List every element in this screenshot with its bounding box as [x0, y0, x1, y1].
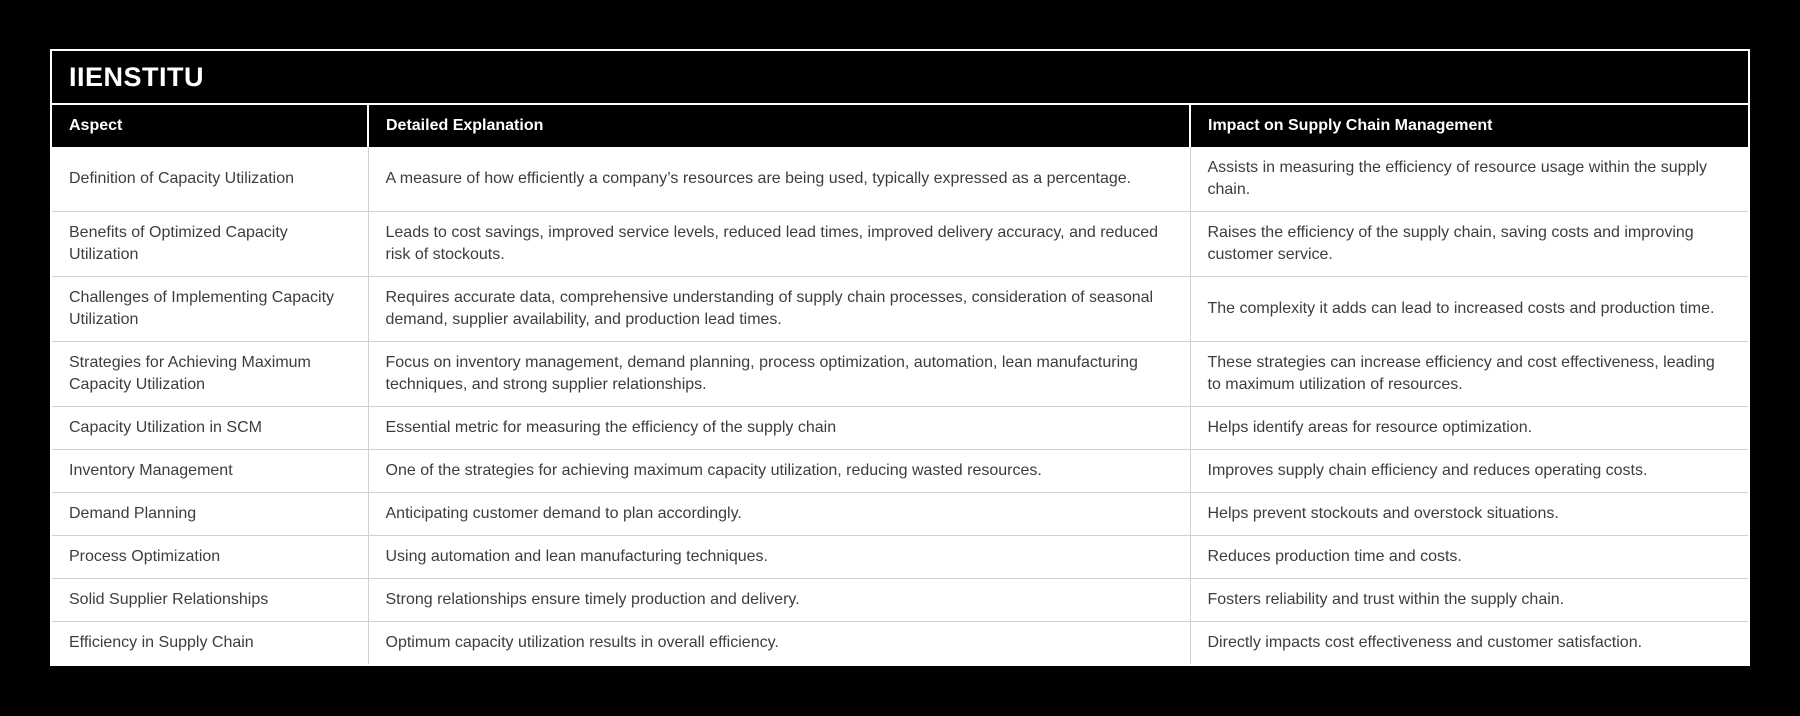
table-row: Solid Supplier Relationships Strong relat… [52, 578, 1748, 622]
capacity-utilization-table: Aspect Detailed Explanation Impact on Su… [52, 105, 1748, 664]
table-row: Demand Planning Anticipating customer dem… [52, 492, 1748, 536]
page-title: IIENSTITU [52, 51, 1748, 105]
cell-explanation: One of the strategies for achieving maxi… [368, 449, 1191, 493]
cell-impact: Helps prevent stockouts and overstock si… [1190, 492, 1748, 536]
cell-impact: The complexity it adds can lead to incre… [1190, 276, 1748, 342]
column-header-impact: Impact on Supply Chain Management [1190, 105, 1748, 147]
column-header-detailed-explanation: Detailed Explanation [368, 105, 1191, 147]
table-row: Challenges of Implementing Capacity Util… [52, 276, 1748, 342]
cell-aspect: Benefits of Optimized Capacity Utilizati… [52, 211, 369, 277]
cell-impact: Improves supply chain efficiency and red… [1190, 449, 1748, 493]
cell-explanation: Optimum capacity utilization results in … [368, 621, 1191, 664]
cell-impact: These strategies can increase efficiency… [1190, 341, 1748, 407]
cell-impact: Raises the efficiency of the supply chai… [1190, 211, 1748, 277]
cell-impact: Reduces production time and costs. [1190, 535, 1748, 579]
cell-aspect: Solid Supplier Relationships [52, 578, 369, 622]
cell-aspect: Definition of Capacity Utilization [52, 147, 369, 212]
cell-aspect: Efficiency in Supply Chain [52, 621, 369, 664]
table-row: Definition of Capacity Utilization A meas… [52, 147, 1748, 212]
cell-aspect: Process Optimization [52, 535, 369, 579]
cell-impact: Assists in measuring the efficiency of r… [1190, 147, 1748, 212]
cell-explanation: Anticipating customer demand to plan acc… [368, 492, 1191, 536]
table-header-row: Aspect Detailed Explanation Impact on Su… [52, 105, 1748, 147]
cell-impact: Fosters reliability and trust within the… [1190, 578, 1748, 622]
table-header: Aspect Detailed Explanation Impact on Su… [52, 105, 1748, 147]
column-header-aspect: Aspect [52, 105, 369, 147]
cell-explanation: Leads to cost savings, improved service … [368, 211, 1191, 277]
table-row: Capacity Utilization in SCM Essential met… [52, 406, 1748, 450]
cell-aspect: Inventory Management [52, 449, 369, 493]
cell-explanation: Focus on inventory management, demand pl… [368, 341, 1191, 407]
cell-aspect: Challenges of Implementing Capacity Util… [52, 276, 369, 342]
cell-impact: Helps identify areas for resource optimi… [1190, 406, 1748, 450]
cell-explanation: Requires accurate data, comprehensive un… [368, 276, 1191, 342]
table-row: Efficiency in Supply Chain Optimum capaci… [52, 621, 1748, 664]
table-row: Inventory Management One of the strategie… [52, 449, 1748, 493]
cell-explanation: Strong relationships ensure timely produ… [368, 578, 1191, 622]
cell-impact: Directly impacts cost effectiveness and … [1190, 621, 1748, 664]
cell-aspect: Capacity Utilization in SCM [52, 406, 369, 450]
cell-explanation: Essential metric for measuring the effic… [368, 406, 1191, 450]
table-row: Strategies for Achieving Maximum Capacit… [52, 341, 1748, 407]
cell-explanation: A measure of how efficiently a company’s… [368, 147, 1191, 212]
cell-explanation: Using automation and lean manufacturing … [368, 535, 1191, 579]
cell-aspect: Strategies for Achieving Maximum Capacit… [52, 341, 369, 407]
cell-aspect: Demand Planning [52, 492, 369, 536]
table-row: Benefits of Optimized Capacity Utilizati… [52, 211, 1748, 277]
table-row: Process Optimization Using automation and… [52, 535, 1748, 579]
capacity-utilization-table-card: IIENSTITU Aspect Detailed Explanation Im… [50, 49, 1750, 666]
table-body: Definition of Capacity Utilization A meas… [52, 147, 1748, 664]
